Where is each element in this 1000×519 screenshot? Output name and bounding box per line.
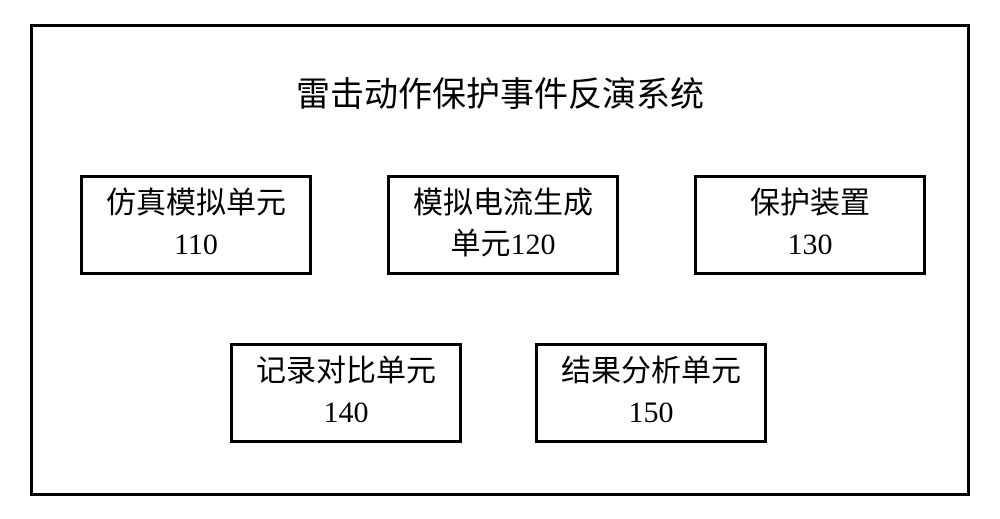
unit-code: 110 (174, 225, 218, 266)
unit-box-150: 结果分析单元150 (535, 343, 767, 443)
diagram-title: 雷击动作保护事件反演系统 (33, 67, 967, 116)
unit-code: 150 (629, 393, 674, 434)
unit-label: 记录对比单元 (256, 352, 436, 393)
unit-label: 保护装置 (750, 184, 870, 225)
unit-box-110: 仿真模拟单元110 (80, 175, 312, 275)
unit-label-line1: 模拟电流生成 (413, 184, 593, 225)
unit-label-line2: 单元120 (451, 225, 556, 266)
diagram-frame: 雷击动作保护事件反演系统 仿真模拟单元110 模拟电流生成单元120 保护装置130… (30, 24, 970, 496)
unit-code: 140 (324, 393, 369, 434)
unit-box-140: 记录对比单元140 (230, 343, 462, 443)
unit-code: 130 (788, 225, 833, 266)
unit-label: 结果分析单元 (561, 352, 741, 393)
unit-box-130: 保护装置130 (694, 175, 926, 275)
unit-box-120: 模拟电流生成单元120 (387, 175, 619, 275)
unit-label: 仿真模拟单元 (106, 184, 286, 225)
